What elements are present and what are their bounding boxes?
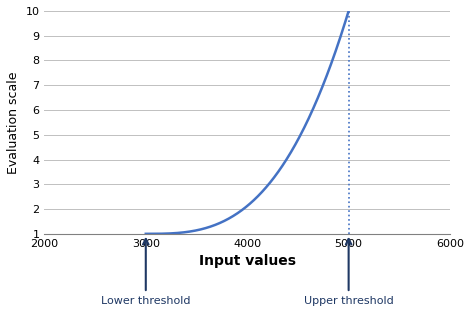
Text: Upper threshold: Upper threshold xyxy=(304,239,393,306)
Text: Lower threshold: Lower threshold xyxy=(101,239,191,306)
Y-axis label: Evaluation scale: Evaluation scale xyxy=(7,71,20,174)
X-axis label: Input values: Input values xyxy=(199,254,296,268)
